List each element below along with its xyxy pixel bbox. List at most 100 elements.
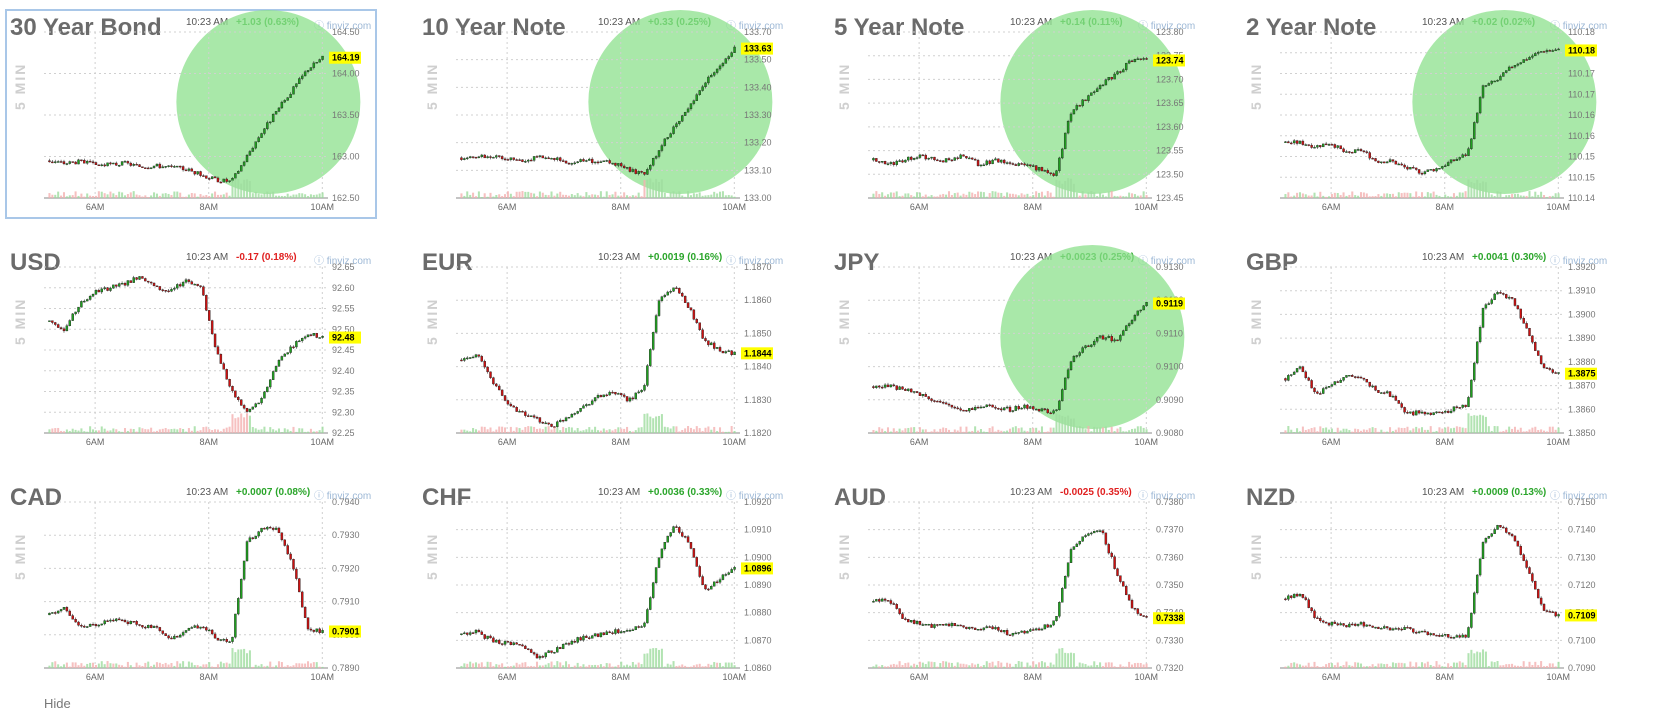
chart-source-link[interactable]: ⓘ finviz.com — [1550, 491, 1608, 502]
volume-bar — [968, 665, 971, 668]
chart-panel-aud[interactable]: AUD 10:23 AM -0.0025 (0.35%) ⓘ finviz.com 5 … — [830, 480, 1200, 688]
candle-body — [1145, 616, 1148, 618]
candle-body — [1002, 630, 1006, 633]
candle-body — [1502, 526, 1505, 529]
volume-bar — [1455, 195, 1458, 198]
candle-body — [1122, 69, 1125, 73]
candle-body — [1075, 355, 1079, 357]
chart-source-link[interactable]: ⓘ finviz.com — [1550, 256, 1608, 267]
candle-body — [1353, 623, 1357, 626]
volume-bar — [1333, 665, 1336, 668]
volume-bar — [216, 664, 219, 668]
chart-panel-chf[interactable]: CHF 10:23 AM +0.0036 (0.33%) ⓘ finviz.com 5 … — [418, 480, 788, 688]
candle-body — [605, 160, 608, 162]
candle-body — [1446, 162, 1450, 166]
candle-body — [695, 319, 698, 323]
volume-bar — [1357, 429, 1360, 433]
y-tick-label: 0.7140 — [1568, 525, 1596, 535]
candle-body — [535, 653, 539, 659]
chart-source-link[interactable]: ⓘ finviz.com — [1138, 491, 1196, 502]
candle-body — [944, 623, 948, 626]
chart-source-link[interactable]: ⓘ finviz.com — [314, 256, 372, 267]
volume-bar — [1304, 194, 1307, 198]
candle-body — [466, 357, 469, 360]
candle-body — [1510, 297, 1514, 299]
candle-body — [298, 578, 301, 593]
chart-source-link[interactable]: ⓘ finviz.com — [1138, 256, 1196, 267]
candle-body — [1316, 617, 1319, 619]
candle-body — [541, 422, 545, 424]
candle-body — [164, 166, 167, 168]
chart-source-link[interactable]: ⓘ finviz.com — [1550, 21, 1608, 32]
candle-body — [1536, 51, 1540, 54]
chart-panel-nzd[interactable]: NZD 10:23 AM +0.0009 (0.13%) ⓘ finviz.com 5 … — [1242, 480, 1612, 688]
volume-bar — [1502, 431, 1505, 433]
candle-body — [538, 417, 542, 423]
volume-bar — [974, 194, 977, 198]
volume-bar — [605, 191, 608, 198]
chart-source-link[interactable]: ⓘ finviz.com — [314, 491, 372, 502]
candle-body — [1487, 536, 1491, 539]
candle-body — [178, 634, 182, 638]
candle-body — [1365, 624, 1369, 627]
y-tick-label: 1.0860 — [744, 663, 772, 673]
y-tick-label: 110.14 — [1568, 193, 1595, 203]
candle-body — [1429, 412, 1432, 415]
chart-source-link[interactable]: ⓘ finviz.com — [1138, 21, 1196, 32]
volume-bar — [1342, 665, 1345, 668]
chart-source-link[interactable]: ⓘ finviz.com — [726, 21, 784, 32]
candle-body — [277, 527, 281, 534]
candle-body — [199, 171, 202, 176]
volume-bar — [243, 417, 246, 433]
candle-body — [962, 625, 965, 628]
candle-body — [184, 169, 188, 172]
candle-body — [675, 123, 678, 128]
volume-bar — [634, 430, 637, 433]
candle-body — [1026, 404, 1029, 409]
chart-time: 10:23 AM — [598, 252, 641, 263]
hide-link[interactable]: Hide — [44, 696, 71, 711]
volume-bar — [1316, 666, 1319, 668]
volume-bar — [716, 431, 719, 433]
volume-bar — [901, 195, 904, 198]
candle-body — [1324, 387, 1328, 389]
chart-time: 10:23 AM — [598, 487, 641, 498]
volume-bar — [979, 429, 982, 433]
candle-body — [1292, 140, 1296, 144]
volume-bar — [292, 426, 295, 433]
chart-source-link[interactable]: ⓘ finviz.com — [726, 491, 784, 502]
chart-panel-eur[interactable]: EUR 10:23 AM +0.0019 (0.16%) ⓘ finviz.com 5 … — [418, 245, 788, 453]
volume-bar — [80, 663, 83, 668]
volume-bar — [585, 429, 588, 433]
chart-source-link[interactable]: ⓘ finviz.com — [726, 256, 784, 267]
candle-body — [132, 621, 135, 623]
candle-body — [971, 408, 974, 411]
chart-source-link[interactable]: ⓘ finviz.com — [314, 21, 372, 32]
volume-bar — [533, 193, 536, 198]
volume-bar — [1551, 195, 1554, 198]
volume-bar — [312, 194, 315, 198]
chart-panel-gbp[interactable]: GBP 10:23 AM +0.0041 (0.30%) ⓘ finviz.com 5 … — [1242, 245, 1612, 453]
candle-body — [944, 158, 948, 163]
x-tick-label: 8AM — [611, 437, 630, 447]
last-price-box — [741, 562, 773, 575]
chart-panel-usd[interactable]: USD 10:23 AM -0.17 (0.18%) ⓘ finviz.com 5 MI… — [6, 245, 376, 453]
candle-body — [91, 624, 95, 626]
chart-change: +0.0041 (0.30%) — [1472, 252, 1547, 263]
candle-body — [312, 629, 316, 632]
candle-body — [535, 156, 539, 158]
candle-body — [237, 598, 240, 615]
candle-body — [686, 536, 690, 543]
volume-bar — [266, 665, 269, 668]
candle-body — [1554, 372, 1557, 374]
volume-bar — [135, 431, 138, 433]
candle-body — [208, 310, 211, 321]
chart-panel-cad[interactable]: CAD 10:23 AM +0.0007 (0.08%) ⓘ finviz.com 5 … — [6, 480, 376, 688]
volume-bar — [1362, 192, 1365, 198]
volume-bar — [1032, 195, 1035, 198]
